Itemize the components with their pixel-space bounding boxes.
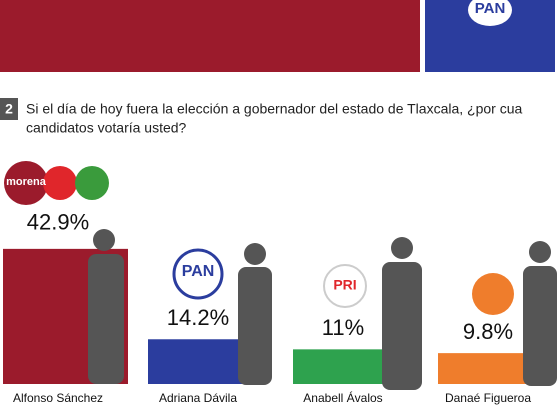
value-label: 42.9% (27, 210, 89, 235)
banner-red (0, 0, 420, 72)
question-line: Si el día de hoy fuera la elección a gob… (26, 101, 522, 117)
logo-morena-bg (4, 161, 48, 205)
logo-pri-bg (323, 264, 367, 308)
logo-pri: PRI (333, 277, 356, 293)
logo-pan: PAN (182, 263, 215, 280)
question-number: 2 (5, 101, 13, 117)
logo-morena: morena (6, 176, 47, 188)
logo-verde-bg (75, 166, 109, 200)
banner-logo-bg (468, 0, 512, 26)
category-label: Danaé Figueroa (445, 391, 531, 405)
logo-mc (472, 273, 514, 315)
logo-pt-bg (43, 166, 77, 200)
logo-pan-bg (172, 248, 224, 300)
category-label: Alfonso Sánchez (13, 391, 103, 405)
question-line: candidatos votaría usted? (26, 120, 187, 136)
bar (293, 349, 390, 384)
value-label: 14.2% (167, 305, 229, 330)
category-label: Adriana Dávila (159, 391, 237, 405)
value-label: 9.8% (463, 319, 513, 344)
banner-logo: PAN (475, 0, 506, 17)
candidate-photos (88, 229, 557, 390)
category-label: Anabell Ávalos (303, 390, 382, 405)
value-label: 11% (322, 315, 364, 340)
bar (148, 339, 248, 384)
question-badge (0, 98, 18, 120)
